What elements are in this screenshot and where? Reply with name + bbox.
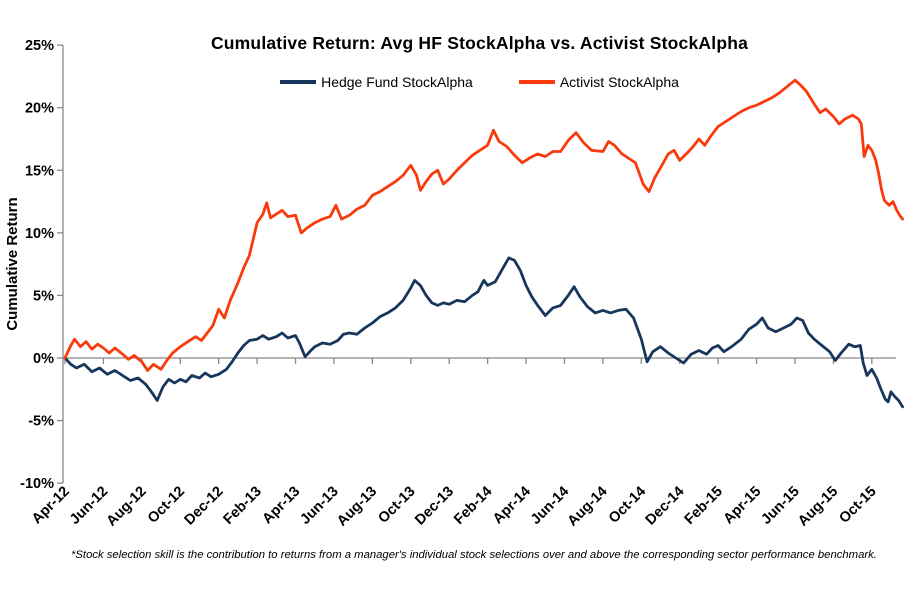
legend-item-hedge-fund: Hedge Fund StockAlpha: [280, 74, 473, 90]
x-tick-label: Oct-12: [145, 484, 188, 527]
legend-label-hedge-fund: Hedge Fund StockAlpha: [321, 74, 473, 90]
y-tick-label: -10%: [20, 476, 54, 492]
x-tick-label: Apr-13: [260, 484, 304, 528]
x-tick-label: Apr-14: [490, 484, 534, 528]
x-tick-label: Aug-15: [795, 484, 841, 530]
x-tick-label: Dec-14: [643, 484, 688, 529]
y-tick-label: 0%: [33, 351, 54, 367]
x-tick-label: Dec-13: [412, 484, 457, 529]
x-tick-label: Oct-13: [375, 484, 418, 527]
x-tick-label: Oct-14: [606, 484, 649, 527]
legend-label-activist: Activist StockAlpha: [559, 74, 679, 90]
x-tick-label: Jun-14: [528, 484, 572, 528]
hedge-fund-line-swatch: [280, 80, 317, 84]
x-tick-label: Feb-14: [451, 484, 495, 528]
x-tick-label: Aug-13: [334, 484, 380, 530]
x-tick-label: Dec-12: [182, 484, 227, 529]
y-tick-label: 20%: [25, 101, 54, 117]
y-tick-label: 15%: [25, 163, 54, 179]
x-tick-label: Oct-15: [836, 484, 879, 527]
y-tick-label: 10%: [25, 226, 54, 242]
x-tick-label: Feb-13: [221, 484, 265, 528]
footnote: *Stock selection skill is the contributi…: [71, 549, 877, 561]
chart-legend: Hedge Fund StockAlpha Activist StockAlph…: [63, 74, 896, 90]
hedge-fund-series-line: [63, 256, 904, 409]
y-tick-label: -5%: [28, 414, 54, 430]
legend-item-activist: Activist StockAlpha: [518, 74, 679, 90]
x-tick-label: Feb-15: [682, 484, 726, 528]
x-tick-label: Jun-13: [297, 484, 341, 528]
y-axis-title: Cumulative Return: [4, 197, 21, 330]
x-tick-label: Jun-12: [67, 484, 111, 528]
activist-series-line: [63, 78, 904, 372]
x-tick-label: Aug-14: [565, 484, 611, 530]
x-tick-label: Aug-12: [104, 484, 150, 530]
activist-line-swatch: [518, 80, 555, 84]
chart-title: Cumulative Return: Avg HF StockAlpha vs.…: [210, 33, 749, 53]
x-tick-label: Apr-15: [721, 484, 765, 528]
y-tick-label: 5%: [33, 288, 54, 304]
y-tick-label: 25%: [25, 38, 54, 54]
x-tick-label: Jun-15: [758, 484, 802, 528]
